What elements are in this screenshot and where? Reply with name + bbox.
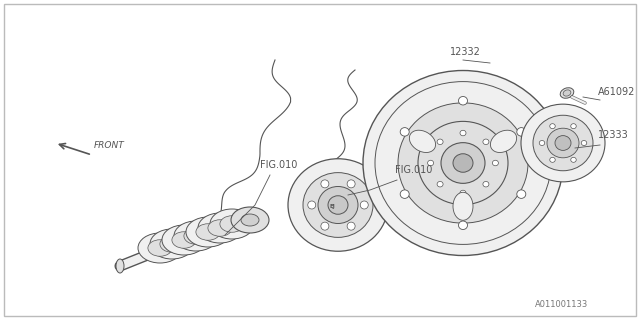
Circle shape <box>321 222 329 230</box>
Ellipse shape <box>547 128 579 158</box>
Ellipse shape <box>241 214 259 226</box>
Ellipse shape <box>483 139 489 145</box>
Ellipse shape <box>437 139 443 145</box>
Ellipse shape <box>160 236 184 252</box>
Ellipse shape <box>571 157 576 162</box>
Ellipse shape <box>162 225 206 255</box>
Ellipse shape <box>186 217 230 247</box>
Ellipse shape <box>441 143 485 183</box>
Ellipse shape <box>453 154 473 172</box>
Ellipse shape <box>231 207 269 233</box>
Text: A61092: A61092 <box>598 87 636 97</box>
Ellipse shape <box>517 190 526 198</box>
Ellipse shape <box>363 70 563 255</box>
Ellipse shape <box>198 213 242 243</box>
Ellipse shape <box>150 229 194 259</box>
Ellipse shape <box>560 88 574 98</box>
Ellipse shape <box>437 181 443 187</box>
Ellipse shape <box>116 259 124 273</box>
Ellipse shape <box>220 216 244 232</box>
Ellipse shape <box>458 221 467 229</box>
Ellipse shape <box>492 160 499 166</box>
Text: FRONT: FRONT <box>94 141 125 150</box>
Ellipse shape <box>521 104 605 182</box>
Ellipse shape <box>288 159 388 251</box>
Text: FIG.010: FIG.010 <box>395 165 433 175</box>
Ellipse shape <box>400 190 409 198</box>
Ellipse shape <box>328 196 348 214</box>
Text: 12333: 12333 <box>598 130 628 140</box>
Ellipse shape <box>318 187 358 223</box>
Ellipse shape <box>490 130 516 153</box>
Ellipse shape <box>571 124 576 129</box>
Ellipse shape <box>184 228 208 244</box>
Circle shape <box>347 180 355 188</box>
Ellipse shape <box>563 90 571 96</box>
Ellipse shape <box>174 221 218 251</box>
Ellipse shape <box>483 181 489 187</box>
Text: EJ: EJ <box>330 204 336 209</box>
Ellipse shape <box>550 124 556 129</box>
Ellipse shape <box>400 128 409 136</box>
Ellipse shape <box>555 136 571 150</box>
Text: 12332: 12332 <box>450 47 481 57</box>
Ellipse shape <box>172 232 196 248</box>
Ellipse shape <box>410 130 436 153</box>
Circle shape <box>360 201 368 209</box>
Ellipse shape <box>375 82 551 244</box>
Ellipse shape <box>458 96 467 105</box>
Ellipse shape <box>460 190 466 196</box>
Circle shape <box>321 180 329 188</box>
Ellipse shape <box>453 192 473 220</box>
Circle shape <box>308 201 316 209</box>
Ellipse shape <box>303 172 373 237</box>
Ellipse shape <box>540 140 545 146</box>
Circle shape <box>347 222 355 230</box>
Ellipse shape <box>398 103 528 223</box>
Ellipse shape <box>533 115 593 171</box>
Ellipse shape <box>517 128 526 136</box>
Ellipse shape <box>428 160 434 166</box>
Ellipse shape <box>210 209 254 239</box>
Ellipse shape <box>138 233 182 263</box>
Ellipse shape <box>460 130 466 136</box>
Ellipse shape <box>148 240 172 256</box>
Text: A011001133: A011001133 <box>535 300 588 309</box>
Ellipse shape <box>581 140 587 146</box>
Text: FIG.010: FIG.010 <box>260 160 298 170</box>
Ellipse shape <box>196 224 220 240</box>
Ellipse shape <box>418 121 508 204</box>
Ellipse shape <box>550 157 556 162</box>
Ellipse shape <box>208 220 232 236</box>
